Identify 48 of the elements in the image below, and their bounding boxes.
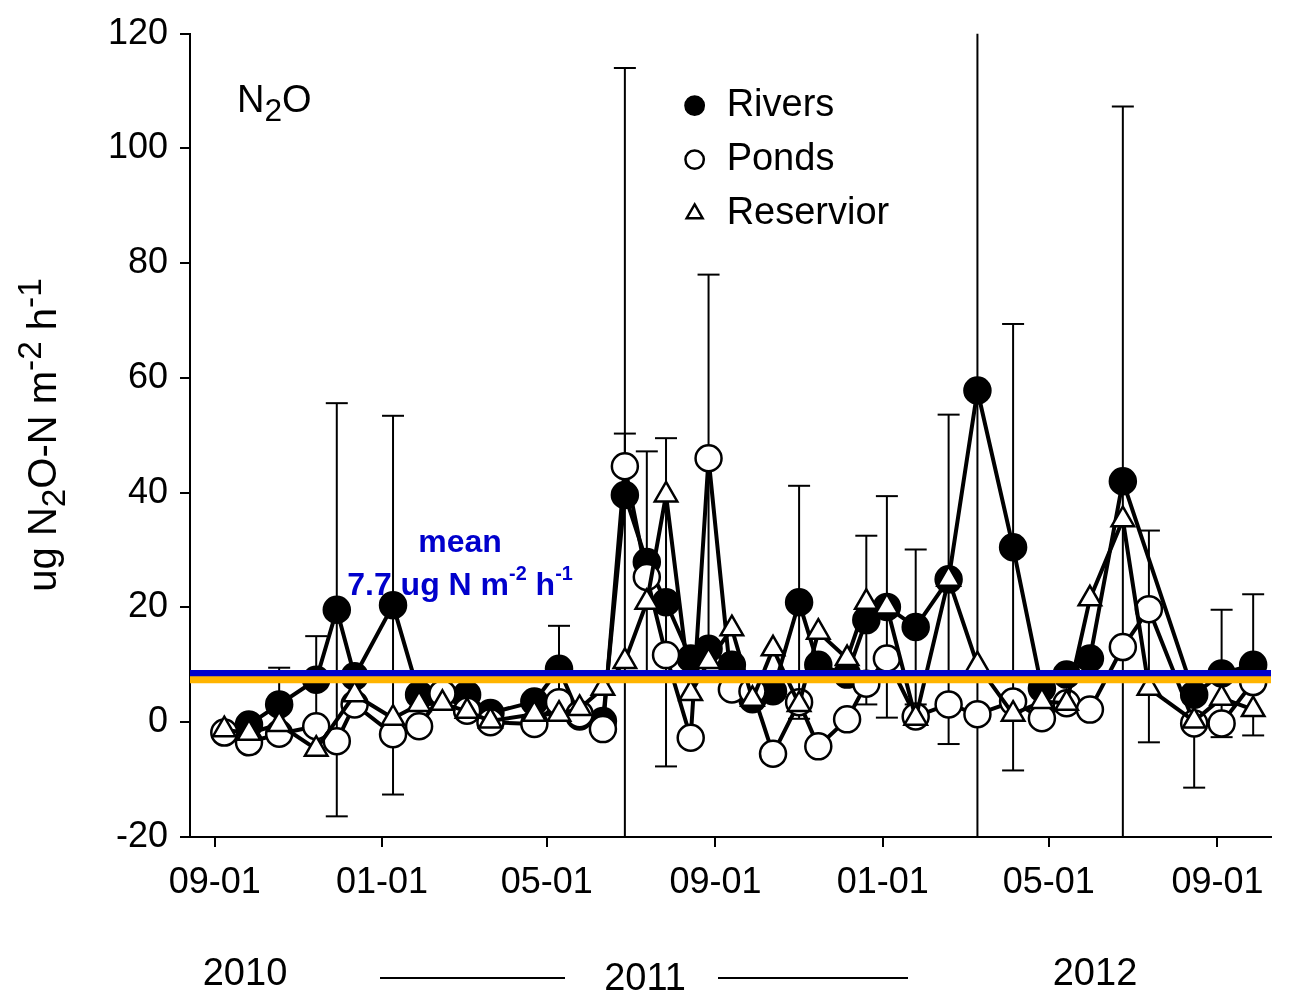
point bbox=[1108, 632, 1138, 662]
point bbox=[1207, 709, 1236, 738]
legend-label: Reservior bbox=[726, 190, 890, 233]
y-tick-label: 40 bbox=[127, 469, 168, 511]
point bbox=[301, 712, 331, 741]
y-tick-label: 80 bbox=[127, 240, 168, 282]
legend-label: Ponds bbox=[726, 136, 835, 179]
x-tick-label: 05-01 bbox=[500, 859, 593, 901]
point bbox=[998, 532, 1028, 562]
point bbox=[322, 726, 352, 756]
annotation: mean bbox=[418, 523, 502, 560]
x-tick-label: 09-01 bbox=[669, 859, 762, 901]
y-tick-label: 120 bbox=[107, 10, 168, 52]
point bbox=[588, 714, 618, 744]
text: 2011 bbox=[604, 956, 686, 997]
x-tick-label: 09-01 bbox=[1171, 859, 1264, 901]
annotation: N$_{2}$O bbox=[237, 77, 312, 129]
point bbox=[1075, 695, 1105, 724]
point bbox=[963, 376, 992, 405]
point bbox=[901, 612, 930, 642]
point bbox=[784, 588, 814, 617]
point bbox=[404, 712, 434, 741]
text: 2012 bbox=[1052, 951, 1138, 994]
y-tick-label: 60 bbox=[127, 354, 168, 396]
point bbox=[934, 690, 963, 719]
y-tick-label: 20 bbox=[127, 584, 168, 626]
x-tick-label: 05-01 bbox=[1002, 859, 1095, 901]
point bbox=[963, 699, 992, 729]
legend-label: Rivers bbox=[726, 82, 835, 125]
point bbox=[610, 452, 640, 481]
point bbox=[651, 640, 681, 670]
y-tick-label: 100 bbox=[107, 125, 168, 167]
y-tick-label: 0 bbox=[147, 699, 168, 741]
point bbox=[694, 444, 723, 473]
point bbox=[1108, 466, 1138, 496]
text: 2010 bbox=[202, 951, 288, 994]
point bbox=[322, 595, 352, 624]
point bbox=[1075, 644, 1105, 673]
point bbox=[1134, 594, 1164, 624]
y-tick-label: -20 bbox=[115, 813, 168, 855]
x-tick-label: 01-01 bbox=[336, 859, 429, 901]
point bbox=[264, 690, 294, 719]
x-tick-label: 01-01 bbox=[836, 859, 929, 901]
point bbox=[676, 723, 705, 752]
x-tick-label: 09-01 bbox=[168, 859, 261, 901]
point bbox=[832, 705, 862, 734]
point bbox=[758, 739, 788, 769]
point bbox=[804, 732, 833, 761]
